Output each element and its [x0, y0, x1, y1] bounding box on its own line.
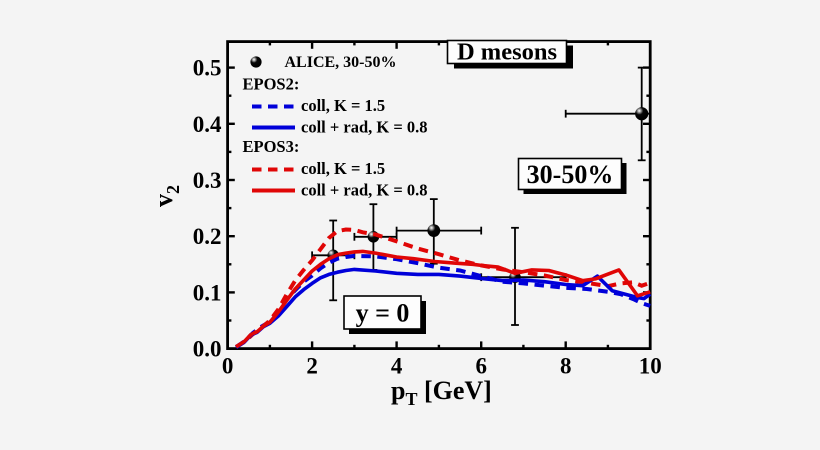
- svg-text:y = 0: y = 0: [356, 298, 410, 327]
- svg-text:ALICE, 30-50%: ALICE, 30-50%: [285, 54, 397, 71]
- svg-text:coll, K = 1.5: coll, K = 1.5: [301, 96, 385, 115]
- svg-text:coll + rad, K = 0.8: coll + rad, K = 0.8: [301, 181, 428, 200]
- svg-text:0.5: 0.5: [193, 56, 222, 81]
- svg-text:0: 0: [222, 354, 234, 379]
- svg-text:coll + rad, K = 0.8: coll + rad, K = 0.8: [301, 118, 428, 137]
- svg-text:EPOS2:: EPOS2:: [243, 75, 300, 94]
- svg-text:8: 8: [560, 354, 572, 379]
- svg-text:0.3: 0.3: [193, 168, 222, 193]
- svg-text:EPOS3:: EPOS3:: [243, 137, 300, 156]
- svg-text:coll, K = 1.5: coll, K = 1.5: [301, 159, 385, 178]
- svg-text:0.4: 0.4: [193, 112, 222, 137]
- svg-text:0.0: 0.0: [193, 337, 222, 362]
- svg-text:D mesons: D mesons: [457, 39, 557, 66]
- svg-text:6: 6: [475, 354, 487, 379]
- svg-text:0.2: 0.2: [193, 224, 222, 249]
- svg-text:10: 10: [639, 354, 662, 379]
- svg-text:4: 4: [391, 354, 403, 379]
- svg-text:30-50%: 30-50%: [527, 160, 614, 189]
- svg-text:0.1: 0.1: [193, 280, 222, 305]
- svg-text:2: 2: [306, 354, 318, 379]
